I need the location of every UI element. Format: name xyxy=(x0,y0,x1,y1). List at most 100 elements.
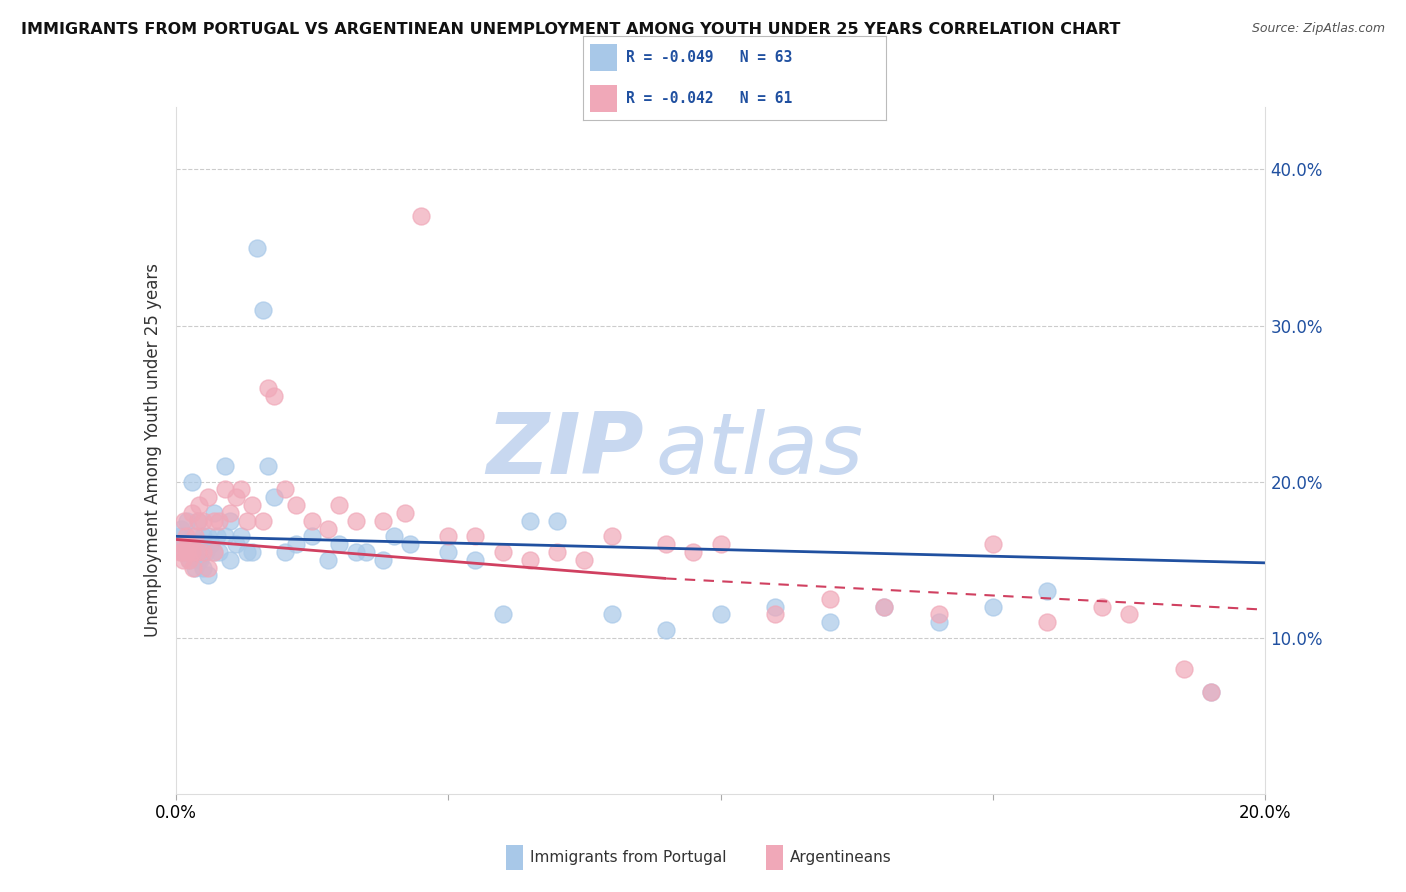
Point xyxy=(197,529,219,543)
Text: Source: ZipAtlas.com: Source: ZipAtlas.com xyxy=(1251,22,1385,36)
Point xyxy=(981,537,1004,551)
FancyBboxPatch shape xyxy=(589,45,617,71)
Point xyxy=(184,560,207,574)
Text: Argentineans: Argentineans xyxy=(790,850,891,864)
Point xyxy=(492,607,515,622)
Point xyxy=(191,514,214,528)
Point xyxy=(200,537,222,551)
Point xyxy=(172,537,194,551)
Point xyxy=(519,552,541,567)
Point xyxy=(344,514,367,528)
Point xyxy=(344,545,367,559)
Point xyxy=(194,545,217,559)
Point xyxy=(1173,662,1195,676)
Point xyxy=(409,209,432,223)
Point xyxy=(519,514,541,528)
Point xyxy=(197,490,219,504)
Point xyxy=(187,498,209,512)
Point xyxy=(191,545,214,559)
Point xyxy=(181,475,204,489)
Point xyxy=(873,599,896,614)
Text: IMMIGRANTS FROM PORTUGAL VS ARGENTINEAN UNEMPLOYMENT AMONG YOUTH UNDER 25 YEARS : IMMIGRANTS FROM PORTUGAL VS ARGENTINEAN … xyxy=(21,22,1121,37)
Point xyxy=(328,498,350,512)
Point xyxy=(240,498,263,512)
Point xyxy=(186,514,209,528)
Point xyxy=(257,458,280,473)
Point xyxy=(263,389,285,403)
Point xyxy=(394,506,416,520)
Point xyxy=(1091,599,1114,614)
Point xyxy=(170,537,193,551)
Point xyxy=(1199,685,1222,699)
Point xyxy=(172,545,194,559)
Point xyxy=(818,615,841,630)
Point xyxy=(186,514,209,528)
Text: atlas: atlas xyxy=(655,409,863,492)
Point xyxy=(710,537,733,551)
Point xyxy=(263,490,285,504)
Point xyxy=(492,545,515,559)
Point xyxy=(214,529,236,543)
Text: ZIP: ZIP xyxy=(486,409,644,492)
Point xyxy=(240,545,263,559)
Point xyxy=(600,607,623,622)
Text: R = -0.049   N = 63: R = -0.049 N = 63 xyxy=(626,50,792,65)
Point xyxy=(928,615,950,630)
Point xyxy=(318,552,340,567)
Point xyxy=(173,537,195,551)
Point xyxy=(169,545,191,559)
Point xyxy=(191,560,214,574)
Point xyxy=(382,529,405,543)
Point xyxy=(177,537,200,551)
Point xyxy=(191,529,214,543)
Point xyxy=(274,483,297,497)
Point xyxy=(231,529,253,543)
Point xyxy=(235,514,257,528)
Point xyxy=(1199,685,1222,699)
Point xyxy=(202,506,225,520)
Point xyxy=(328,537,350,551)
Point xyxy=(202,514,225,528)
Point xyxy=(208,514,231,528)
Point xyxy=(179,552,201,567)
Point xyxy=(202,545,225,559)
Point xyxy=(437,529,460,543)
Point xyxy=(172,545,194,559)
Point xyxy=(546,514,568,528)
Point xyxy=(181,560,204,574)
Point xyxy=(399,537,422,551)
Y-axis label: Unemployment Among Youth under 25 years: Unemployment Among Youth under 25 years xyxy=(143,263,162,638)
Point xyxy=(655,623,678,637)
Point xyxy=(173,514,195,528)
Point xyxy=(437,545,460,559)
Point xyxy=(981,599,1004,614)
Point xyxy=(181,529,204,543)
Point xyxy=(169,529,191,543)
Point xyxy=(371,514,394,528)
Point xyxy=(710,607,733,622)
Point xyxy=(1118,607,1140,622)
Point xyxy=(177,545,200,559)
Point xyxy=(763,599,786,614)
Point xyxy=(682,545,704,559)
Point xyxy=(184,529,207,543)
Point xyxy=(246,240,269,255)
Point xyxy=(179,552,201,567)
Point xyxy=(219,514,242,528)
Point xyxy=(873,599,896,614)
Point xyxy=(186,552,209,567)
Point xyxy=(172,552,194,567)
Point xyxy=(231,483,253,497)
Point xyxy=(318,521,340,535)
Point xyxy=(181,545,204,559)
Point xyxy=(170,521,193,535)
Point xyxy=(252,514,274,528)
Point xyxy=(235,545,257,559)
Point xyxy=(225,490,247,504)
Point xyxy=(284,498,307,512)
Point xyxy=(928,607,950,622)
Point xyxy=(600,529,623,543)
Point xyxy=(197,568,219,582)
Point xyxy=(197,560,219,574)
Point xyxy=(1036,583,1059,598)
